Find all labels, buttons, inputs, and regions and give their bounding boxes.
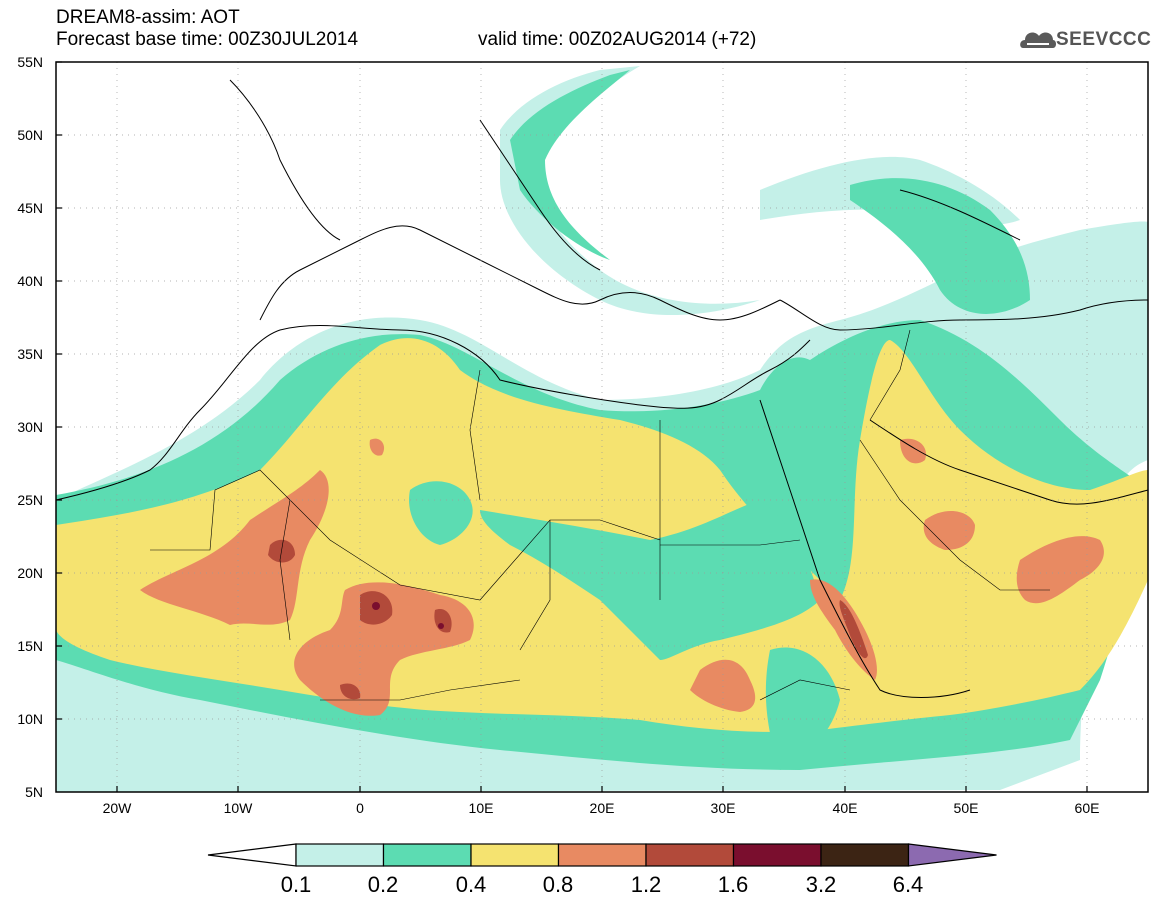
country-borders [150, 329, 1050, 701]
colorbar-label: 3.2 [805, 872, 837, 897]
colorbar-max-arrow [907, 843, 997, 867]
lat-label: 30N [17, 419, 43, 435]
lon-label: 10E [468, 800, 494, 816]
map-title: DREAM8-assim: AOT [56, 7, 240, 28]
colorbar-label: 0.8 [542, 872, 574, 897]
lat-label: 40N [17, 273, 43, 289]
lon-label: 0 [356, 800, 364, 816]
aot-shading-high [140, 438, 1104, 716]
forecast-base-time: Forecast base time: 00Z30JUL2014 [56, 29, 359, 50]
aot-shading-extreme [372, 602, 444, 629]
lat-label: 5N [25, 784, 43, 800]
aot-shading-very-high [268, 539, 868, 700]
lat-label: 55N [17, 54, 43, 70]
lat-label: 50N [17, 127, 43, 143]
colorbar-label: 0.1 [280, 872, 312, 897]
logo-text: SEEVCCC [1056, 29, 1152, 50]
lat-label: 20N [17, 565, 43, 581]
axis-ticks [56, 61, 1088, 792]
lon-label: 10W [223, 800, 253, 816]
graticule [56, 62, 1148, 792]
colorbar-swatch [470, 843, 560, 867]
colorbar-label: 0.2 [367, 872, 399, 897]
colorbar-swatch [820, 843, 910, 867]
colorbar-label: 0.4 [455, 872, 487, 897]
lat-label: 35N [17, 346, 43, 362]
colorbar-swatch [382, 843, 472, 867]
lon-label: 30E [710, 800, 736, 816]
lat-label: 25N [17, 492, 43, 508]
colorbar-label: 1.6 [717, 872, 749, 897]
colorbar-min-arrow [207, 843, 297, 867]
cloud-icon [1020, 32, 1056, 48]
lon-label: 20W [102, 800, 132, 816]
lon-label: 50E [953, 800, 979, 816]
lon-label: 60E [1074, 800, 1100, 816]
lon-label: 20E [589, 800, 615, 816]
colorbar-swatch [557, 843, 647, 867]
coastlines [55, 79, 1149, 698]
lon-label: 40E [832, 800, 858, 816]
colorbar-label: 1.2 [630, 872, 662, 897]
colorbar-swatch [732, 843, 822, 867]
lat-label: 15N [17, 638, 43, 654]
aot-shading-mid-low-interior [409, 481, 840, 770]
lat-label: 45N [17, 200, 43, 216]
colorbar-label: 6.4 [892, 872, 924, 897]
colorbar-swatch [295, 843, 385, 867]
lat-label: 10N [17, 711, 43, 727]
colorbar-swatch [645, 843, 735, 867]
valid-time: valid time: 00Z02AUG2014 (+72) [478, 29, 757, 50]
